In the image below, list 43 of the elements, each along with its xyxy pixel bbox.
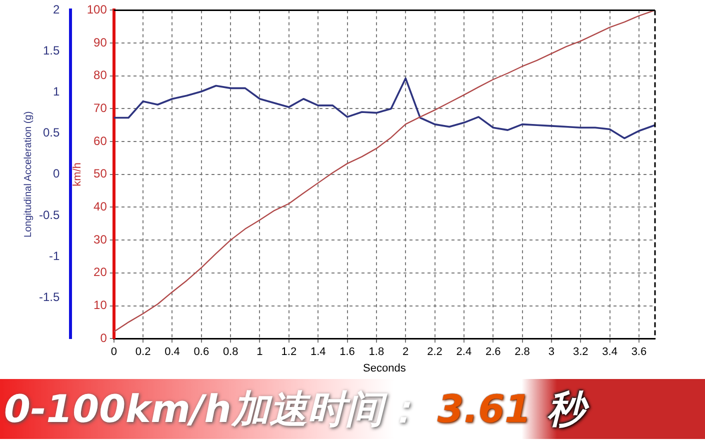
y2-tick-label: -1.5 bbox=[38, 290, 60, 304]
y-tick-label: 30 bbox=[94, 232, 108, 246]
y-tick-label: 40 bbox=[94, 200, 108, 214]
x-tick-label: 2 bbox=[402, 346, 409, 358]
y2-tick-label: 0.5 bbox=[42, 126, 60, 140]
x-tick-label: 3 bbox=[548, 346, 555, 358]
y2-tick-label: 0 bbox=[52, 166, 60, 181]
y-tick-label: 0 bbox=[100, 330, 108, 345]
x-tick-label: 3.4 bbox=[602, 346, 618, 358]
y2-tick-label: 1 bbox=[52, 84, 60, 99]
x-tick-label: 1.4 bbox=[310, 346, 326, 358]
x-tick-label: 0.2 bbox=[135, 346, 151, 358]
y2-tick-label: -0.5 bbox=[38, 208, 60, 222]
x-tick-label: 2.8 bbox=[514, 346, 530, 358]
text: 0-100km/h加速时间： bbox=[4, 386, 422, 432]
text: 3.61 bbox=[437, 387, 532, 431]
x-tick-label: 1.6 bbox=[340, 346, 355, 358]
x-tick-label: 0.8 bbox=[222, 346, 238, 358]
y-tick-label: 90 bbox=[94, 35, 108, 50]
x-tick-label: 0.6 bbox=[194, 346, 210, 358]
x-tick-label: 1.2 bbox=[281, 346, 297, 358]
y-axis-title: km/h bbox=[71, 162, 84, 186]
x-tick-label: 0 bbox=[110, 346, 117, 358]
y-tick-label: 100 bbox=[86, 2, 108, 17]
x-axis-title: Seconds bbox=[363, 362, 406, 374]
x-tick-label: 3.2 bbox=[572, 346, 588, 358]
y-tick-label: 80 bbox=[94, 68, 108, 82]
y2-tick-label: -1 bbox=[49, 248, 60, 263]
y2-axis-title: Longitudinal Acceleration (g) bbox=[22, 111, 34, 238]
y-tick-label: 50 bbox=[94, 166, 108, 181]
x-tick-label: 1.8 bbox=[368, 346, 384, 358]
x-tick-label: 2.4 bbox=[456, 346, 472, 358]
y-tick-label: 60 bbox=[94, 134, 108, 148]
x-tick-label: 2.6 bbox=[485, 346, 501, 358]
x-tick-label: 2.2 bbox=[427, 346, 442, 358]
y-tick-label: 20 bbox=[94, 265, 108, 280]
y-tick-label: 70 bbox=[94, 101, 108, 116]
y2-tick-label: 1.5 bbox=[42, 44, 60, 58]
x-tick-label: 1 bbox=[256, 346, 263, 358]
x-tick-label: 3.6 bbox=[631, 346, 647, 358]
y2-tick-label: 2 bbox=[52, 2, 60, 17]
y-tick-label: 10 bbox=[94, 298, 108, 312]
x-tick-label: 0.4 bbox=[164, 346, 180, 358]
